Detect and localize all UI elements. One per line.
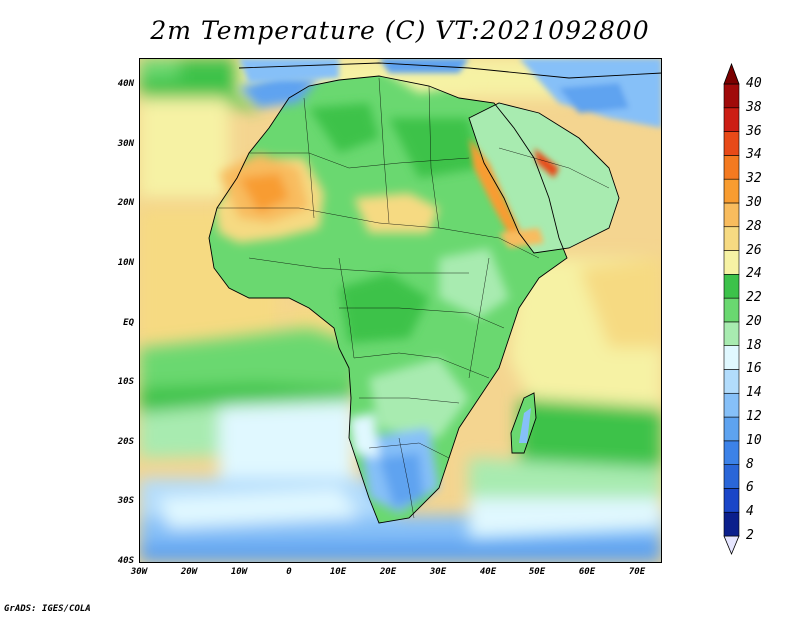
colorbar-label: 30	[746, 194, 762, 210]
colorbar-cap-low	[723, 535, 740, 556]
lat-label-30n: 30N	[117, 139, 134, 149]
colorbar-label: 12	[746, 409, 762, 425]
colorbar-segment	[723, 83, 740, 109]
lat-label-eq: EQ	[123, 318, 134, 328]
colorbar-label: 26	[746, 242, 762, 258]
colorbar-segment	[723, 511, 740, 537]
lon-label-10e: 10E	[329, 567, 347, 577]
colorbar-label: 40	[746, 76, 762, 91]
colorbar-label: 36	[746, 123, 762, 139]
credit-text: GrADS: IGES/COLA	[4, 604, 91, 614]
colorbar-segment	[723, 155, 740, 180]
lon-label-0: 0	[286, 567, 292, 577]
colorbar-label: 20	[746, 313, 762, 329]
colorbar-segment	[723, 345, 740, 370]
colorbar-label: 18	[746, 337, 762, 353]
colorbar-segment	[723, 440, 740, 465]
colorbar-segment	[723, 274, 740, 299]
colorbar-label: 32	[746, 171, 762, 187]
lon-label-30w: 30W	[130, 567, 148, 577]
colorbar-segment	[723, 226, 740, 251]
lat-label-30s: 30S	[117, 496, 134, 506]
colorbar-label: 24	[746, 266, 762, 282]
colorbar-label: 38	[746, 99, 762, 115]
colorbar-segment	[723, 416, 740, 442]
colorbar-label: 34	[746, 147, 762, 163]
colorbar-segment	[723, 369, 740, 394]
map-title: 2m Temperature (C) VT:2021092800	[150, 16, 650, 45]
colorbar-label: 8	[746, 456, 754, 472]
colorbar-label: 28	[746, 218, 762, 234]
colorbar-label: 4	[746, 504, 754, 520]
colorbar-segment	[723, 321, 740, 346]
colorbar-segment	[723, 464, 740, 489]
lon-label-70e: 70E	[628, 567, 646, 577]
colorbar-segment	[723, 131, 740, 156]
arabia-coastline	[468, 102, 620, 254]
lat-label-40n: 40N	[117, 79, 134, 89]
colorbar-segment	[723, 178, 740, 204]
colorbar-segment	[723, 202, 740, 228]
colorbar-segment	[723, 297, 740, 323]
colorbar-label: 2	[746, 528, 754, 543]
colorbar-cap-high	[723, 62, 740, 85]
lat-label-10n: 10N	[117, 258, 134, 268]
lat-label-40s: 40S	[117, 556, 134, 566]
lon-label-60e: 60E	[578, 567, 596, 577]
colorbar-label: 10	[746, 432, 762, 448]
lon-label-50e: 50E	[528, 567, 546, 577]
lon-label-20w: 20W	[180, 567, 198, 577]
colorbar-segment	[723, 250, 740, 275]
temperature-map	[139, 58, 662, 563]
colorbar-segment	[723, 107, 740, 132]
lat-label-20s: 20S	[117, 437, 134, 447]
colorbar-segment	[723, 488, 740, 513]
africa-coastline	[208, 75, 568, 524]
colorbar-label: 6	[746, 480, 754, 496]
lon-label-30e: 30E	[429, 567, 447, 577]
lon-label-40e: 40E	[479, 567, 497, 577]
colorbar-label: 14	[746, 385, 762, 401]
madagascar-coastline	[510, 392, 537, 454]
colorbar-label: 16	[746, 361, 762, 377]
colorbar-label: 22	[746, 290, 762, 306]
colorbar-segment	[723, 392, 740, 418]
lat-label-10s: 10S	[117, 377, 134, 387]
lat-label-20n: 20N	[117, 198, 134, 208]
lon-label-20e: 20E	[379, 567, 397, 577]
lon-label-10w: 10W	[230, 567, 248, 577]
